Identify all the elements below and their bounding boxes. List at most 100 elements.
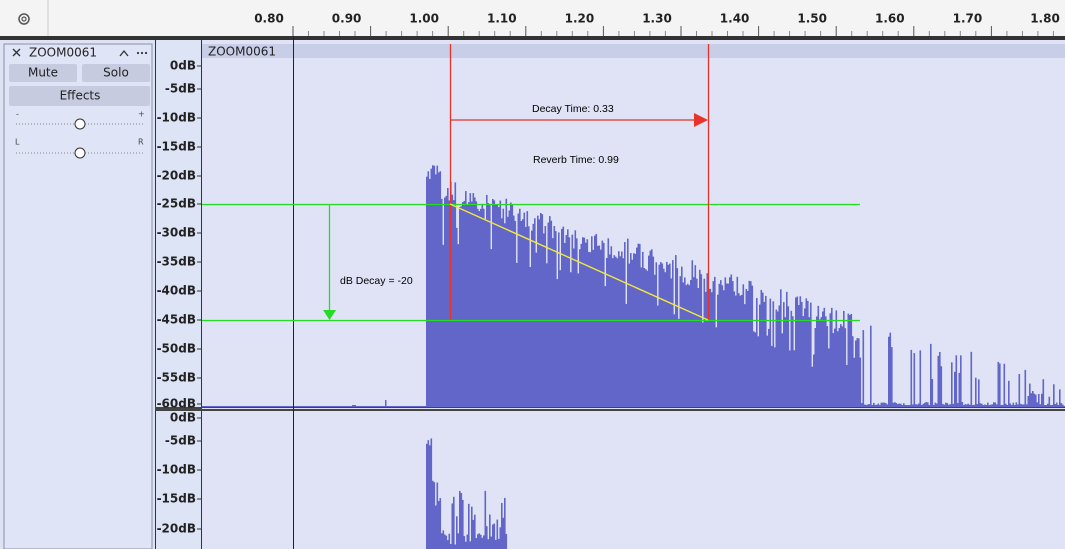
wave-bar bbox=[996, 404, 998, 408]
wave-bar bbox=[460, 206, 463, 408]
wave-bar bbox=[984, 404, 986, 408]
wave-bar bbox=[825, 316, 827, 408]
wave-bar bbox=[768, 328, 770, 408]
wave-bar bbox=[600, 249, 602, 408]
solo-button[interactable] bbox=[82, 64, 150, 82]
wave-bar bbox=[463, 536, 466, 549]
wave-bar bbox=[697, 288, 700, 408]
wave-bar bbox=[505, 198, 508, 408]
wave-bar bbox=[601, 240, 604, 408]
wave-bar bbox=[469, 541, 472, 549]
wave-bar bbox=[1023, 404, 1025, 408]
wave-bar bbox=[541, 214, 544, 408]
wave-bar bbox=[987, 402, 989, 408]
pan-slider[interactable] bbox=[74, 147, 86, 159]
wave-bar bbox=[429, 178, 431, 408]
wave-bar bbox=[562, 226, 565, 408]
wave-bar bbox=[925, 402, 928, 408]
wave-bar bbox=[712, 281, 715, 408]
wave-bar bbox=[1012, 402, 1015, 408]
wave-bar bbox=[937, 355, 940, 408]
wave-bar bbox=[457, 533, 460, 549]
wave-bar bbox=[918, 403, 920, 408]
wave-bar bbox=[460, 493, 463, 549]
mute-button[interactable] bbox=[9, 64, 77, 82]
wave-bar bbox=[952, 403, 955, 408]
wave-bar bbox=[891, 347, 893, 408]
wave-bar bbox=[975, 377, 977, 408]
effects-label[interactable]: Effects bbox=[60, 89, 101, 103]
wave-bar bbox=[628, 263, 631, 408]
ruler-ticks: 0.80 0.90 1.00 1.10 1.20 1.30 1.40 1.50 1.60 1.70… bbox=[254, 12, 1060, 36]
wave-bar bbox=[451, 194, 454, 408]
wave-bar bbox=[924, 402, 926, 408]
wave-bar bbox=[856, 338, 859, 408]
wave-bar bbox=[663, 268, 665, 408]
wave-bar bbox=[829, 313, 832, 408]
wave-bar bbox=[531, 230, 533, 408]
track-menu[interactable] bbox=[136, 51, 148, 55]
wave-bar bbox=[636, 247, 638, 408]
wave-bar bbox=[468, 503, 470, 549]
collapse-track[interactable] bbox=[119, 49, 129, 57]
wave-bar bbox=[481, 203, 484, 408]
wave-bar bbox=[1048, 396, 1051, 408]
wave-bar bbox=[927, 402, 929, 408]
wave-bar bbox=[765, 295, 767, 408]
wave-bar bbox=[682, 282, 685, 408]
wave-bar bbox=[720, 280, 722, 408]
ruler-label: 1.40 bbox=[720, 12, 750, 26]
wave-bar bbox=[472, 519, 475, 549]
wave-bar bbox=[526, 211, 529, 408]
wave-bar bbox=[436, 482, 439, 549]
wave-bar bbox=[426, 176, 428, 408]
wave-bar bbox=[444, 197, 446, 408]
gain-slider[interactable] bbox=[74, 118, 86, 130]
wave-bar bbox=[739, 295, 742, 408]
wave-bar bbox=[816, 316, 818, 408]
wave-bar bbox=[475, 201, 478, 408]
wave-bar bbox=[652, 256, 655, 408]
mute-label[interactable]: Mute bbox=[28, 66, 58, 80]
settings-gear[interactable] bbox=[18, 13, 30, 25]
wave-bar bbox=[946, 403, 949, 408]
wave-bar bbox=[646, 270, 649, 408]
wave-bar bbox=[945, 402, 947, 408]
wave-bar bbox=[594, 235, 596, 408]
wave-bar bbox=[688, 285, 691, 408]
wave-bar bbox=[442, 244, 445, 408]
wave-bar bbox=[690, 279, 692, 408]
wave-bar bbox=[660, 262, 662, 408]
wave-bar bbox=[438, 172, 440, 408]
wave-bar bbox=[480, 534, 482, 549]
wave-bar bbox=[957, 403, 959, 408]
wave-bar bbox=[456, 516, 458, 549]
wave-bar bbox=[852, 336, 854, 408]
wave-bar bbox=[939, 351, 941, 408]
db-scale: 0dB -5dB -10dB -15dB -20dB -25dB -30dB -35dB -40… bbox=[157, 59, 201, 536]
wave-bar bbox=[525, 226, 527, 408]
wave-bar bbox=[573, 248, 575, 408]
wave-bar bbox=[463, 200, 466, 408]
wave-bar bbox=[429, 445, 431, 549]
solo-label[interactable]: Solo bbox=[103, 66, 129, 80]
wave-bar bbox=[967, 403, 970, 408]
wave-bar bbox=[1015, 402, 1018, 408]
decay-arrow-head bbox=[694, 113, 708, 127]
track-name: ZOOM0061 bbox=[29, 46, 97, 60]
wave-bar bbox=[523, 212, 526, 408]
wave-bar bbox=[477, 534, 479, 549]
close-track[interactable] bbox=[12, 48, 21, 57]
wave-bar bbox=[675, 255, 677, 408]
wave-bar bbox=[651, 249, 653, 408]
wave-bar bbox=[789, 350, 791, 408]
wave-bar bbox=[520, 220, 523, 408]
wave-bar bbox=[708, 288, 710, 408]
wave-bar bbox=[769, 298, 772, 408]
wave-bar bbox=[988, 405, 991, 408]
wave-bar bbox=[483, 208, 485, 408]
wave-bar bbox=[721, 285, 724, 408]
wave-bar bbox=[468, 202, 470, 408]
effects-button[interactable] bbox=[9, 86, 150, 106]
ruler-label: 1.50 bbox=[797, 12, 827, 26]
